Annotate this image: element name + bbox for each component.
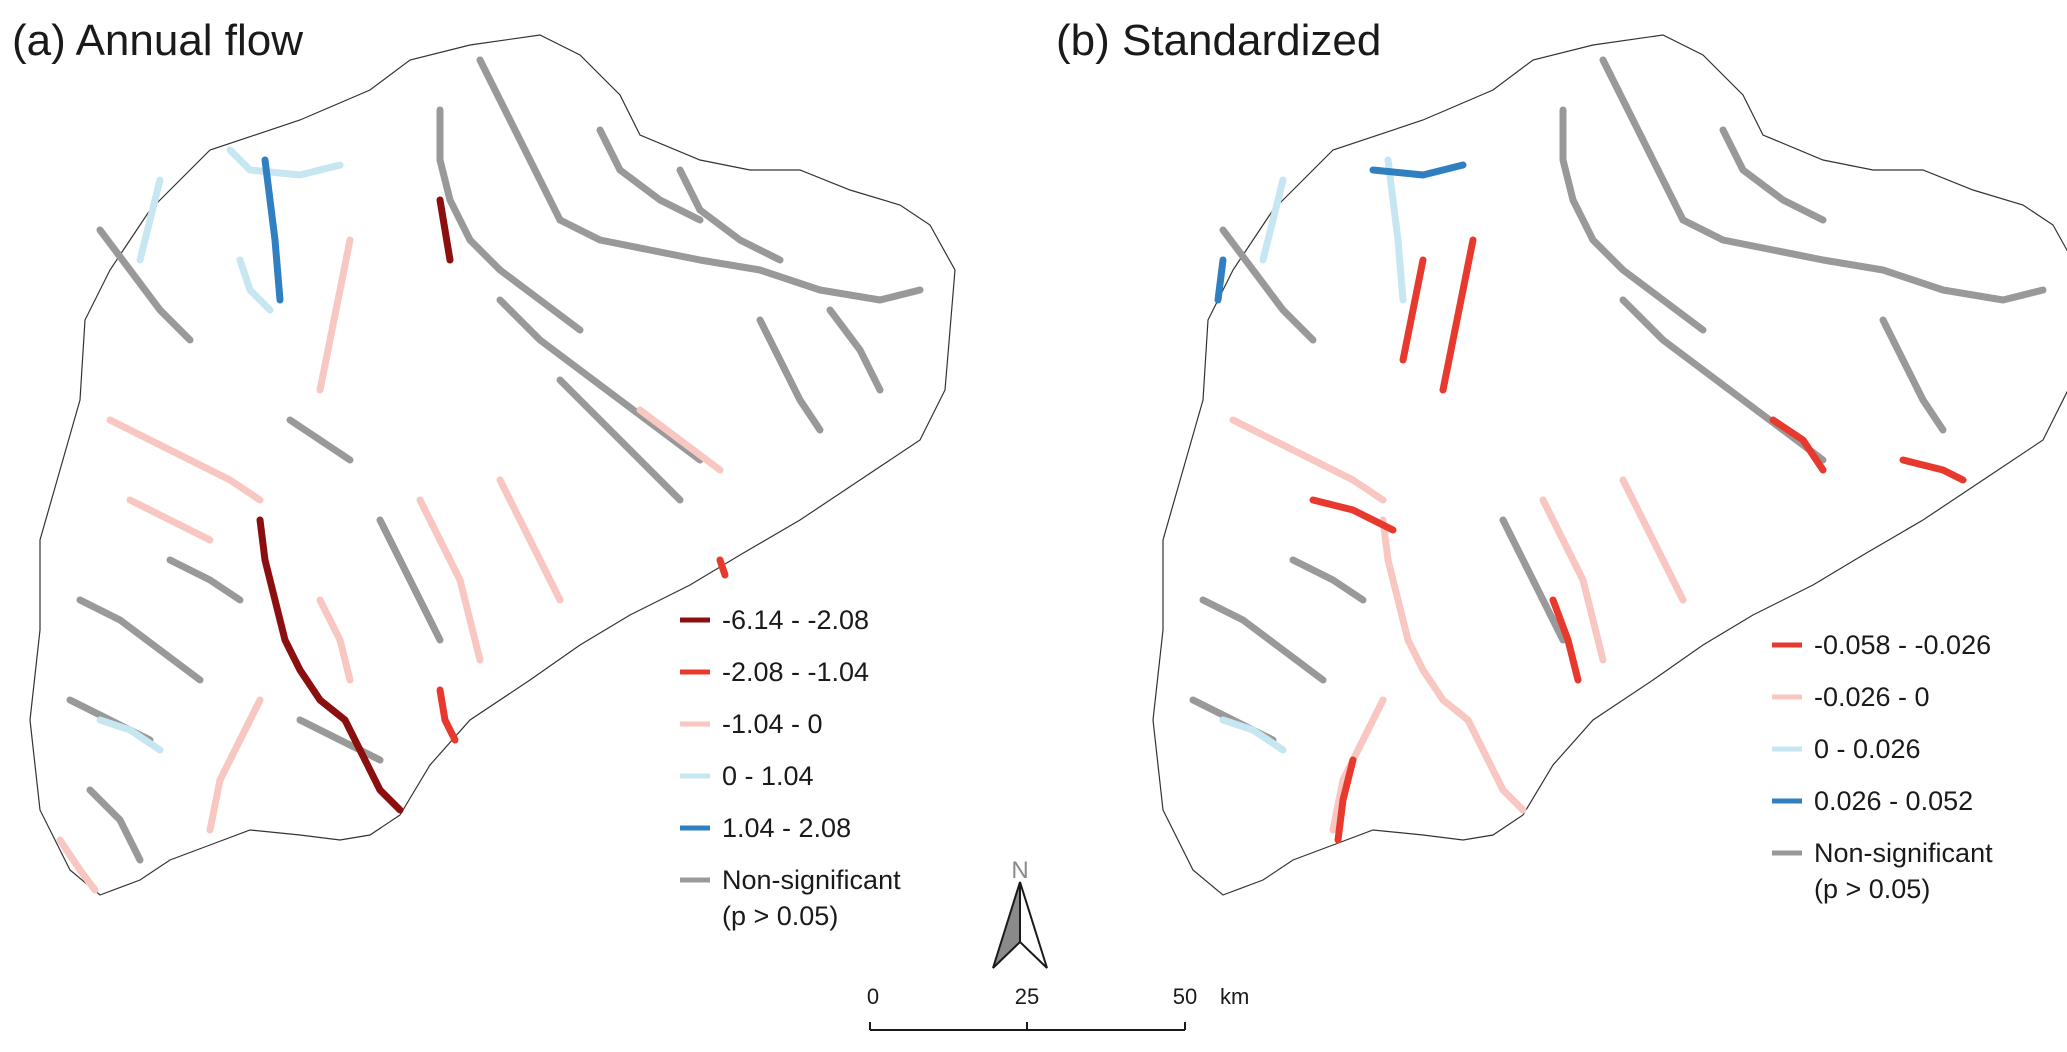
legend-label: -1.04 - 0 bbox=[722, 709, 823, 739]
river-segment bbox=[1439, 236, 1477, 394]
river-segment bbox=[1899, 456, 1967, 484]
river-segment bbox=[1219, 716, 1287, 754]
panel-title: (a) Annual flow bbox=[12, 16, 303, 65]
river-segment bbox=[1259, 176, 1287, 264]
north-arrow: N bbox=[992, 857, 1048, 969]
legend-label: Non-significant bbox=[1814, 838, 1993, 868]
legend: -6.14 - -2.08 -2.08 - -1.04 -1.04 - 0 0 … bbox=[680, 605, 901, 931]
river-segment bbox=[1229, 416, 1387, 504]
river-segment bbox=[286, 416, 354, 464]
river-segment bbox=[1769, 416, 1827, 474]
river-segment bbox=[261, 156, 284, 304]
river-segment bbox=[236, 256, 274, 314]
river-segment bbox=[556, 376, 684, 504]
panel-annual-flow: (a) Annual flow bbox=[12, 16, 956, 931]
river-segment bbox=[1599, 56, 1687, 224]
panel-standardized: (b) Standardized bbox=[1056, 16, 2067, 904]
legend-note: (p > 0.05) bbox=[1814, 874, 1930, 904]
basin-outline bbox=[29, 34, 956, 896]
river-segment bbox=[1219, 226, 1317, 344]
river-segment bbox=[1199, 596, 1327, 684]
scale-tick-label: 25 bbox=[1015, 984, 1039, 1009]
river-segment bbox=[136, 176, 164, 264]
river-segment bbox=[376, 516, 444, 644]
river-segment bbox=[1719, 126, 1827, 224]
river-segment bbox=[1214, 256, 1227, 304]
legend-label: -6.14 - -2.08 bbox=[722, 605, 869, 635]
river-segment bbox=[316, 236, 354, 394]
river-segment bbox=[416, 496, 484, 664]
river-segment bbox=[1549, 596, 1582, 684]
river-segment bbox=[756, 316, 824, 434]
north-arrow-icon bbox=[992, 881, 1021, 969]
river-segment bbox=[166, 556, 244, 604]
scale-bar: 0 25 50 km bbox=[867, 984, 1249, 1031]
river-segment bbox=[1309, 496, 1397, 534]
legend-label: 0 - 1.04 bbox=[722, 761, 814, 791]
legend-label: -0.026 - 0 bbox=[1814, 682, 1930, 712]
scale-tick-label: 50 bbox=[1173, 984, 1197, 1009]
river-segment bbox=[1879, 316, 1947, 434]
river-segment bbox=[1539, 496, 1607, 664]
river-segment bbox=[1679, 216, 2047, 304]
river-segment bbox=[96, 226, 194, 344]
legend: -0.058 - -0.026 -0.026 - 0 0 - 0.026 0.0… bbox=[1772, 630, 1993, 904]
river-segment bbox=[1289, 556, 1367, 604]
river-segment bbox=[1334, 756, 1357, 844]
river-segment bbox=[76, 596, 204, 684]
river-segment bbox=[56, 836, 99, 894]
legend-label: -0.058 - -0.026 bbox=[1814, 630, 1991, 660]
legend-label: 1.04 - 2.08 bbox=[722, 813, 851, 843]
river-segment bbox=[556, 216, 924, 304]
river-segment bbox=[1384, 156, 1407, 304]
river-segment bbox=[86, 786, 144, 864]
river-segment bbox=[226, 146, 344, 179]
scale-tick-label: 0 bbox=[867, 984, 879, 1009]
river-segment bbox=[106, 416, 264, 504]
legend-label: -2.08 - -1.04 bbox=[722, 657, 869, 687]
river-segment bbox=[256, 516, 404, 814]
river-segment bbox=[316, 596, 354, 684]
panel-title: (b) Standardized bbox=[1056, 16, 1381, 65]
river-segment bbox=[716, 556, 729, 579]
river-segment bbox=[596, 126, 704, 224]
river-segment bbox=[1369, 161, 1467, 179]
river-segment bbox=[1499, 516, 1567, 644]
river-segment bbox=[476, 56, 564, 224]
river-segment bbox=[826, 306, 884, 394]
river-segment bbox=[436, 106, 584, 334]
river-segment bbox=[1399, 256, 1427, 364]
river-segment bbox=[1559, 106, 1707, 334]
legend-label: 0.026 - 0.052 bbox=[1814, 786, 1973, 816]
north-label: N bbox=[1011, 857, 1028, 884]
river-segment bbox=[436, 196, 454, 264]
legend-label: Non-significant bbox=[722, 865, 901, 895]
river-network bbox=[1189, 56, 2047, 844]
river-segment bbox=[206, 696, 264, 834]
legend-label: 0 - 0.026 bbox=[1814, 734, 1921, 764]
river-segment bbox=[436, 686, 459, 744]
river-segment bbox=[496, 296, 704, 464]
river-segment bbox=[96, 716, 164, 754]
river-segment bbox=[676, 166, 784, 264]
river-segment bbox=[296, 716, 384, 764]
river-segment bbox=[1619, 476, 1687, 604]
legend-note: (p > 0.05) bbox=[722, 901, 838, 931]
river-segment bbox=[126, 496, 214, 544]
river-network bbox=[56, 56, 924, 894]
scale-unit: km bbox=[1220, 984, 1249, 1009]
river-segment bbox=[1379, 516, 1527, 814]
river-segment bbox=[496, 476, 564, 604]
river-segment bbox=[636, 406, 724, 474]
north-arrow-icon bbox=[1019, 881, 1048, 969]
